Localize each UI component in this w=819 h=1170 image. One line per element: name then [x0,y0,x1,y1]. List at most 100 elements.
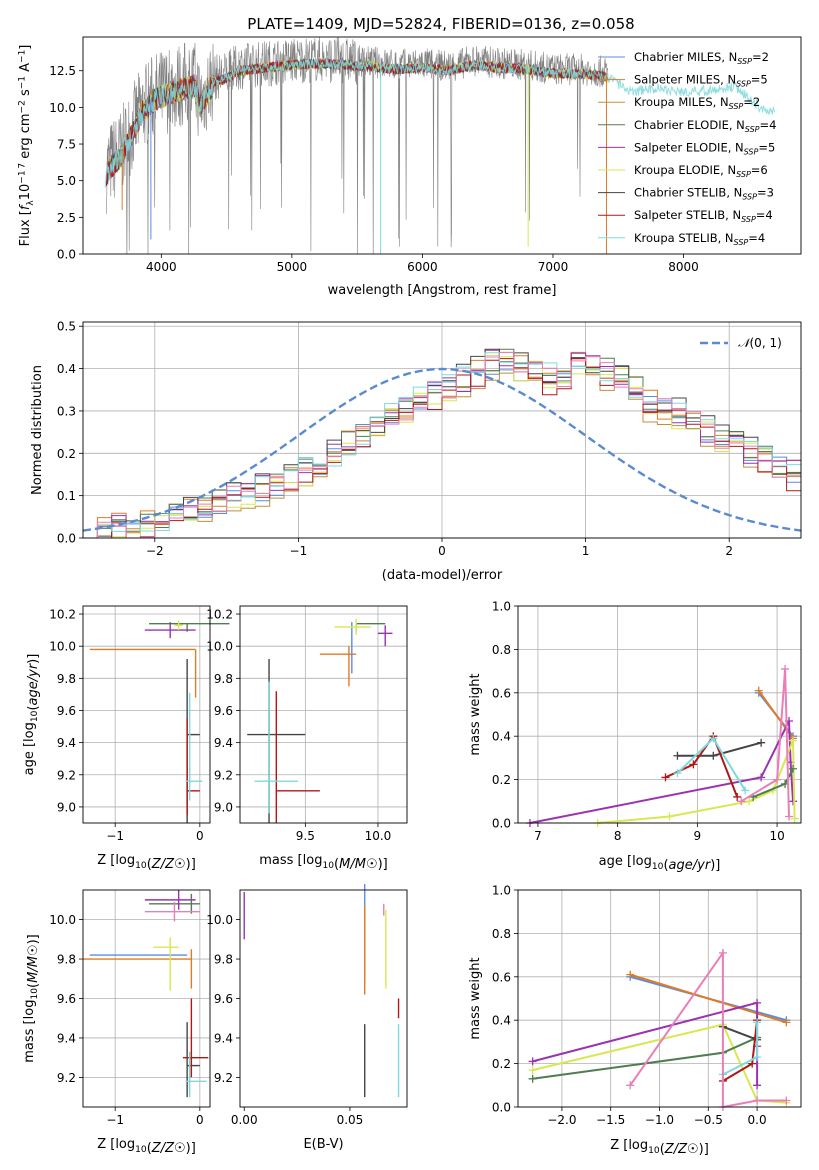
y-tick-label: 9.0 [57,800,76,814]
y-tick-label: 10.0 [49,913,76,927]
x-axis-label: Z [log10(Z/Z☉)] [610,1138,709,1157]
legend-entry: Kroupa ELODIE, NSSP=6 [634,163,768,179]
y-tick-label: 9.4 [57,736,76,750]
weight-point-marker [753,998,762,1007]
y-tick-label: 9.8 [214,672,233,686]
model-spectrum-line [104,58,776,188]
y-tick-label: 9.2 [57,768,76,782]
age-vs-Z-panel: −1 0 9.0 9.2 9.4 9.6 9.8 10.0 10.2 Z [log10(Z/Z☉)… [22,605,230,872]
x-axis-label: E(B-V) [303,1137,343,1152]
x-tick-label: 0.00 [231,1113,258,1127]
weight-vs-Z-panel: −2.0 −1.5 −1.0 −0.5 0.0 0.0 0.2 0.4 0.6 0.8 1.0 Z [… [468,884,802,1157]
y-tick-label: 9.4 [57,1031,76,1045]
x-tick-label: 2 [725,544,733,558]
axes-frame [82,36,802,255]
weight-point-marker [673,769,682,778]
x-tick-label: 8 [614,829,622,843]
weight-point-marker [754,686,763,695]
x-axis-label: Z [log10(Z/Z☉)] [97,853,196,872]
y-tick-label: 9.4 [214,1031,233,1045]
axes-frame [82,605,211,824]
y-tick-label: 0.1 [57,489,76,503]
x-tick-label: 0.0 [748,1113,767,1127]
x-tick-label: 4000 [146,260,177,274]
x-tick-label: 0.05 [337,1113,364,1127]
x-axis-label: (data-model)/error [382,568,503,583]
y-tick-label: 0.2 [57,447,76,461]
axes-frame [82,321,802,539]
weight-point-marker [782,1018,791,1027]
weight-point-marker [753,1081,762,1090]
weight-point-marker [789,764,798,773]
histogram-step-series [83,361,801,538]
y-tick-label: 9.2 [214,1071,233,1085]
weight-point-marker [709,751,718,760]
y-tick-label: 10.0 [206,913,233,927]
y-tick-label: 5.0 [57,174,76,188]
x-tick-label: −1 [290,544,308,558]
y-tick-label: 10.0 [49,640,76,654]
y-tick-label: 0.4 [492,730,511,744]
weight-point-marker [528,1074,537,1083]
x-tick-label: 7000 [538,260,569,274]
y-tick-label: 7.5 [57,138,76,152]
y-axis-label: mass [log10(M/M☉)] [22,934,41,1063]
histogram-step-series [83,352,801,538]
weight-point-marker [753,1053,762,1062]
weight-point-marker [528,1057,537,1066]
weight-point-marker [789,797,798,806]
y-tick-label: 0.6 [492,970,511,984]
histogram-step-series [83,351,801,538]
x-tick-label: −2 [146,544,164,558]
normal-curve-line [83,367,801,532]
y-tick-label: 1.0 [492,884,511,898]
y-tick-label: 0.4 [492,1014,511,1028]
y-tick-label: 9.8 [57,672,76,686]
axes-frame [517,605,802,824]
legend-entry: Kroupa MILES, NSSP=2 [634,95,760,111]
x-tick-label: 10 [769,829,784,843]
y-tick-label: 9.2 [57,1071,76,1085]
weight-point-marker [665,812,674,821]
weight-series-line [597,740,796,824]
y-tick-label: 9.4 [214,736,233,750]
x-tick-label: −1.5 [596,1113,625,1127]
x-tick-label: 6000 [407,260,438,274]
y-tick-label: 2.5 [57,211,76,225]
y-tick-label: 0.0 [57,532,76,546]
weight-point-marker [718,948,727,957]
legend-entry: Chabrier ELODIE, NSSP=4 [634,118,776,134]
x-tick-label: 0 [196,829,204,843]
x-tick-label: 0 [196,1113,204,1127]
x-tick-label: −1 [106,829,124,843]
y-axis-label: mass weight [468,957,483,1039]
weight-point-marker [785,812,794,821]
weight-point-marker [689,760,698,769]
y-tick-label: 10.2 [206,608,233,622]
y-tick-label: 10.0 [49,101,76,115]
weight-point-marker [626,970,635,979]
y-tick-label: 10.0 [206,640,233,654]
weight-series-line [722,1025,758,1041]
y-tick-label: 10.2 [49,608,76,622]
x-tick-label: 0 [438,544,446,558]
mass-vs-ebv-panel: 0.00 0.05 9.2 9.4 9.6 9.8 10.0 E(B-V) [206,884,408,1152]
weight-point-marker [782,1096,791,1105]
legend-entry: Chabrier STELIB, NSSP=3 [634,186,774,202]
spectrum-plot-area [104,37,776,254]
histogram-step-series [83,349,801,538]
legend-entry-normal: 𝒩(0, 1) [738,336,782,350]
figure-title: PLATE=1409, MJD=52824, FIBERID=0136, z=0… [247,15,634,33]
legend-entry: Kroupa STELIB, NSSP=4 [634,231,765,247]
x-tick-label: 9.5 [296,829,315,843]
weight-point-marker [673,751,682,760]
y-tick-label: 0.6 [492,686,511,700]
axes-frame [239,605,408,824]
y-tick-label: 9.6 [214,704,233,718]
y-tick-label: 0.8 [492,643,511,657]
weight-point-marker [528,1066,537,1075]
weight-point-marker [709,734,718,743]
y-tick-label: 0.0 [492,817,511,831]
y-tick-label: 9.8 [214,953,233,967]
weight-point-marker [748,1059,757,1068]
